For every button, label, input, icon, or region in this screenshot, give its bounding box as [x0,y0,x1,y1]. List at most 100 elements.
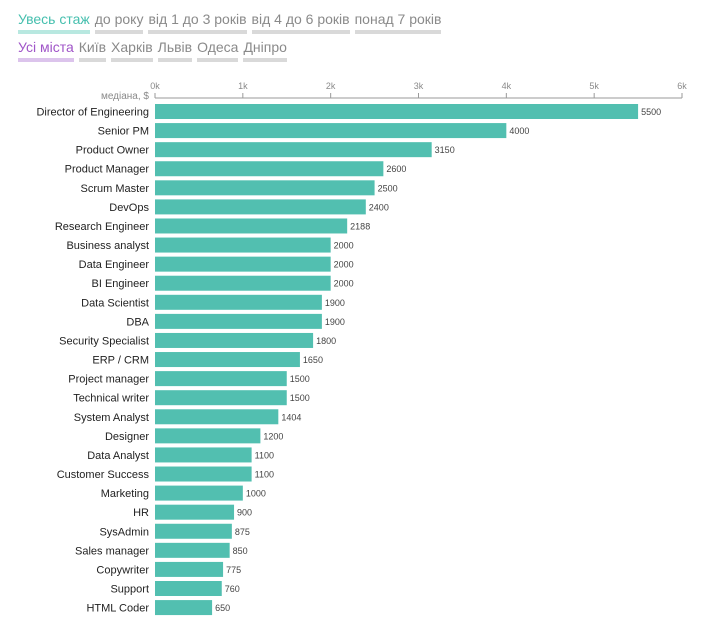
value-label: 2500 [378,183,398,193]
bar [155,313,322,329]
value-label: 5500 [641,107,661,117]
category-label: Sales manager [75,545,149,557]
value-label: 1800 [316,336,336,346]
bar [155,161,384,177]
bar [155,237,331,253]
value-label: 2600 [386,164,406,174]
value-label: 900 [237,508,252,518]
category-label: Data Analyst [87,450,149,462]
value-label: 1500 [290,374,310,384]
bar [155,180,375,196]
bar [155,275,331,291]
bar [155,294,322,310]
bar [155,447,252,463]
category-label: Director of Engineering [36,107,149,119]
value-label: 1900 [325,298,345,308]
x-tick-label: 6k [677,81,687,91]
bar [155,352,300,368]
category-label: SysAdmin [99,526,149,538]
bar [155,409,279,425]
value-label: 650 [215,603,230,613]
city-filter-row: Усі міста Київ Харків Львів Одеса Дніпро [18,38,446,65]
category-label: Technical writer [73,393,149,405]
value-label: 2000 [334,241,354,251]
city-filter-3[interactable]: Львів [157,38,193,62]
value-label: 4000 [509,126,529,136]
x-tick-label: 3k [414,81,424,91]
category-label: Research Engineer [55,221,150,233]
value-label: 1404 [281,412,301,422]
bar [155,218,348,234]
value-label: 1500 [290,393,310,403]
category-label: Project manager [68,374,149,386]
category-label: Customer Success [57,469,150,481]
category-label: ERP / CRM [92,355,149,367]
category-label: Designer [105,431,149,443]
value-label: 2400 [369,202,389,212]
x-tick-label: 2k [326,81,336,91]
category-label: HTML Coder [86,603,149,615]
experience-filter-0[interactable]: Увесь стаж [18,10,90,34]
value-label: 2000 [334,260,354,270]
category-label: Support [110,584,149,596]
category-label: Business analyst [66,240,149,252]
category-label: HR [133,507,149,519]
value-label: 2000 [334,279,354,289]
x-tick-label: 1k [238,81,248,91]
city-filter-1[interactable]: Київ [78,38,107,62]
category-label: Product Manager [65,164,150,176]
bar [155,332,314,348]
experience-filter-2[interactable]: від 1 до 3 років [148,10,247,34]
bar [155,123,507,139]
bar [155,142,432,158]
filters-panel: Увесь стаж до року від 1 до 3 років від 4 д… [18,10,446,65]
bar [155,390,287,406]
bar [155,504,235,520]
bar [155,104,639,119]
category-label: Scrum Master [81,183,150,195]
x-tick-label: 0k [150,81,160,91]
x-tick-label: 5k [589,81,599,91]
value-label: 2188 [350,221,370,231]
bar [155,256,331,272]
category-label: DevOps [109,202,149,214]
bar [155,581,222,596]
city-filter-2[interactable]: Харків [111,38,153,62]
experience-filter-row: Увесь стаж до року від 1 до 3 років від 4 д… [18,10,446,37]
bar [155,485,243,501]
value-label: 875 [235,527,250,537]
experience-filter-3[interactable]: від 4 до 6 років [251,10,350,34]
value-label: 1000 [246,489,266,499]
city-filter-4[interactable]: Одеса [197,38,239,62]
value-label: 1100 [255,470,274,480]
x-tick-label: 4k [502,81,512,91]
bar [155,199,366,215]
bar [155,466,252,482]
value-label: 850 [233,546,248,556]
value-label: 760 [225,584,240,594]
category-label: Senior PM [98,126,149,138]
category-label: Security Specialist [59,335,149,347]
value-label: 1100 [255,450,274,460]
bar [155,561,224,577]
value-label: 1200 [263,431,283,441]
x-axis-label: медіана, $ [101,91,149,102]
category-label: System Analyst [74,412,149,424]
city-filter-5[interactable]: Дніпро [243,38,287,62]
value-label: 1650 [303,355,323,365]
bar [155,523,232,539]
bar [155,542,230,558]
category-label: Data Scientist [81,297,149,309]
category-label: Copywriter [96,564,149,576]
category-label: Data Engineer [79,259,150,271]
bar [155,600,213,616]
category-label: Marketing [101,488,149,500]
category-label: BI Engineer [92,278,150,290]
experience-filter-1[interactable]: до року [94,10,144,34]
category-label: DBA [126,316,149,328]
bar [155,428,261,444]
value-label: 1900 [325,317,345,327]
bar [155,371,287,387]
city-filter-0[interactable]: Усі міста [18,38,74,62]
experience-filter-4[interactable]: понад 7 років [354,10,442,34]
